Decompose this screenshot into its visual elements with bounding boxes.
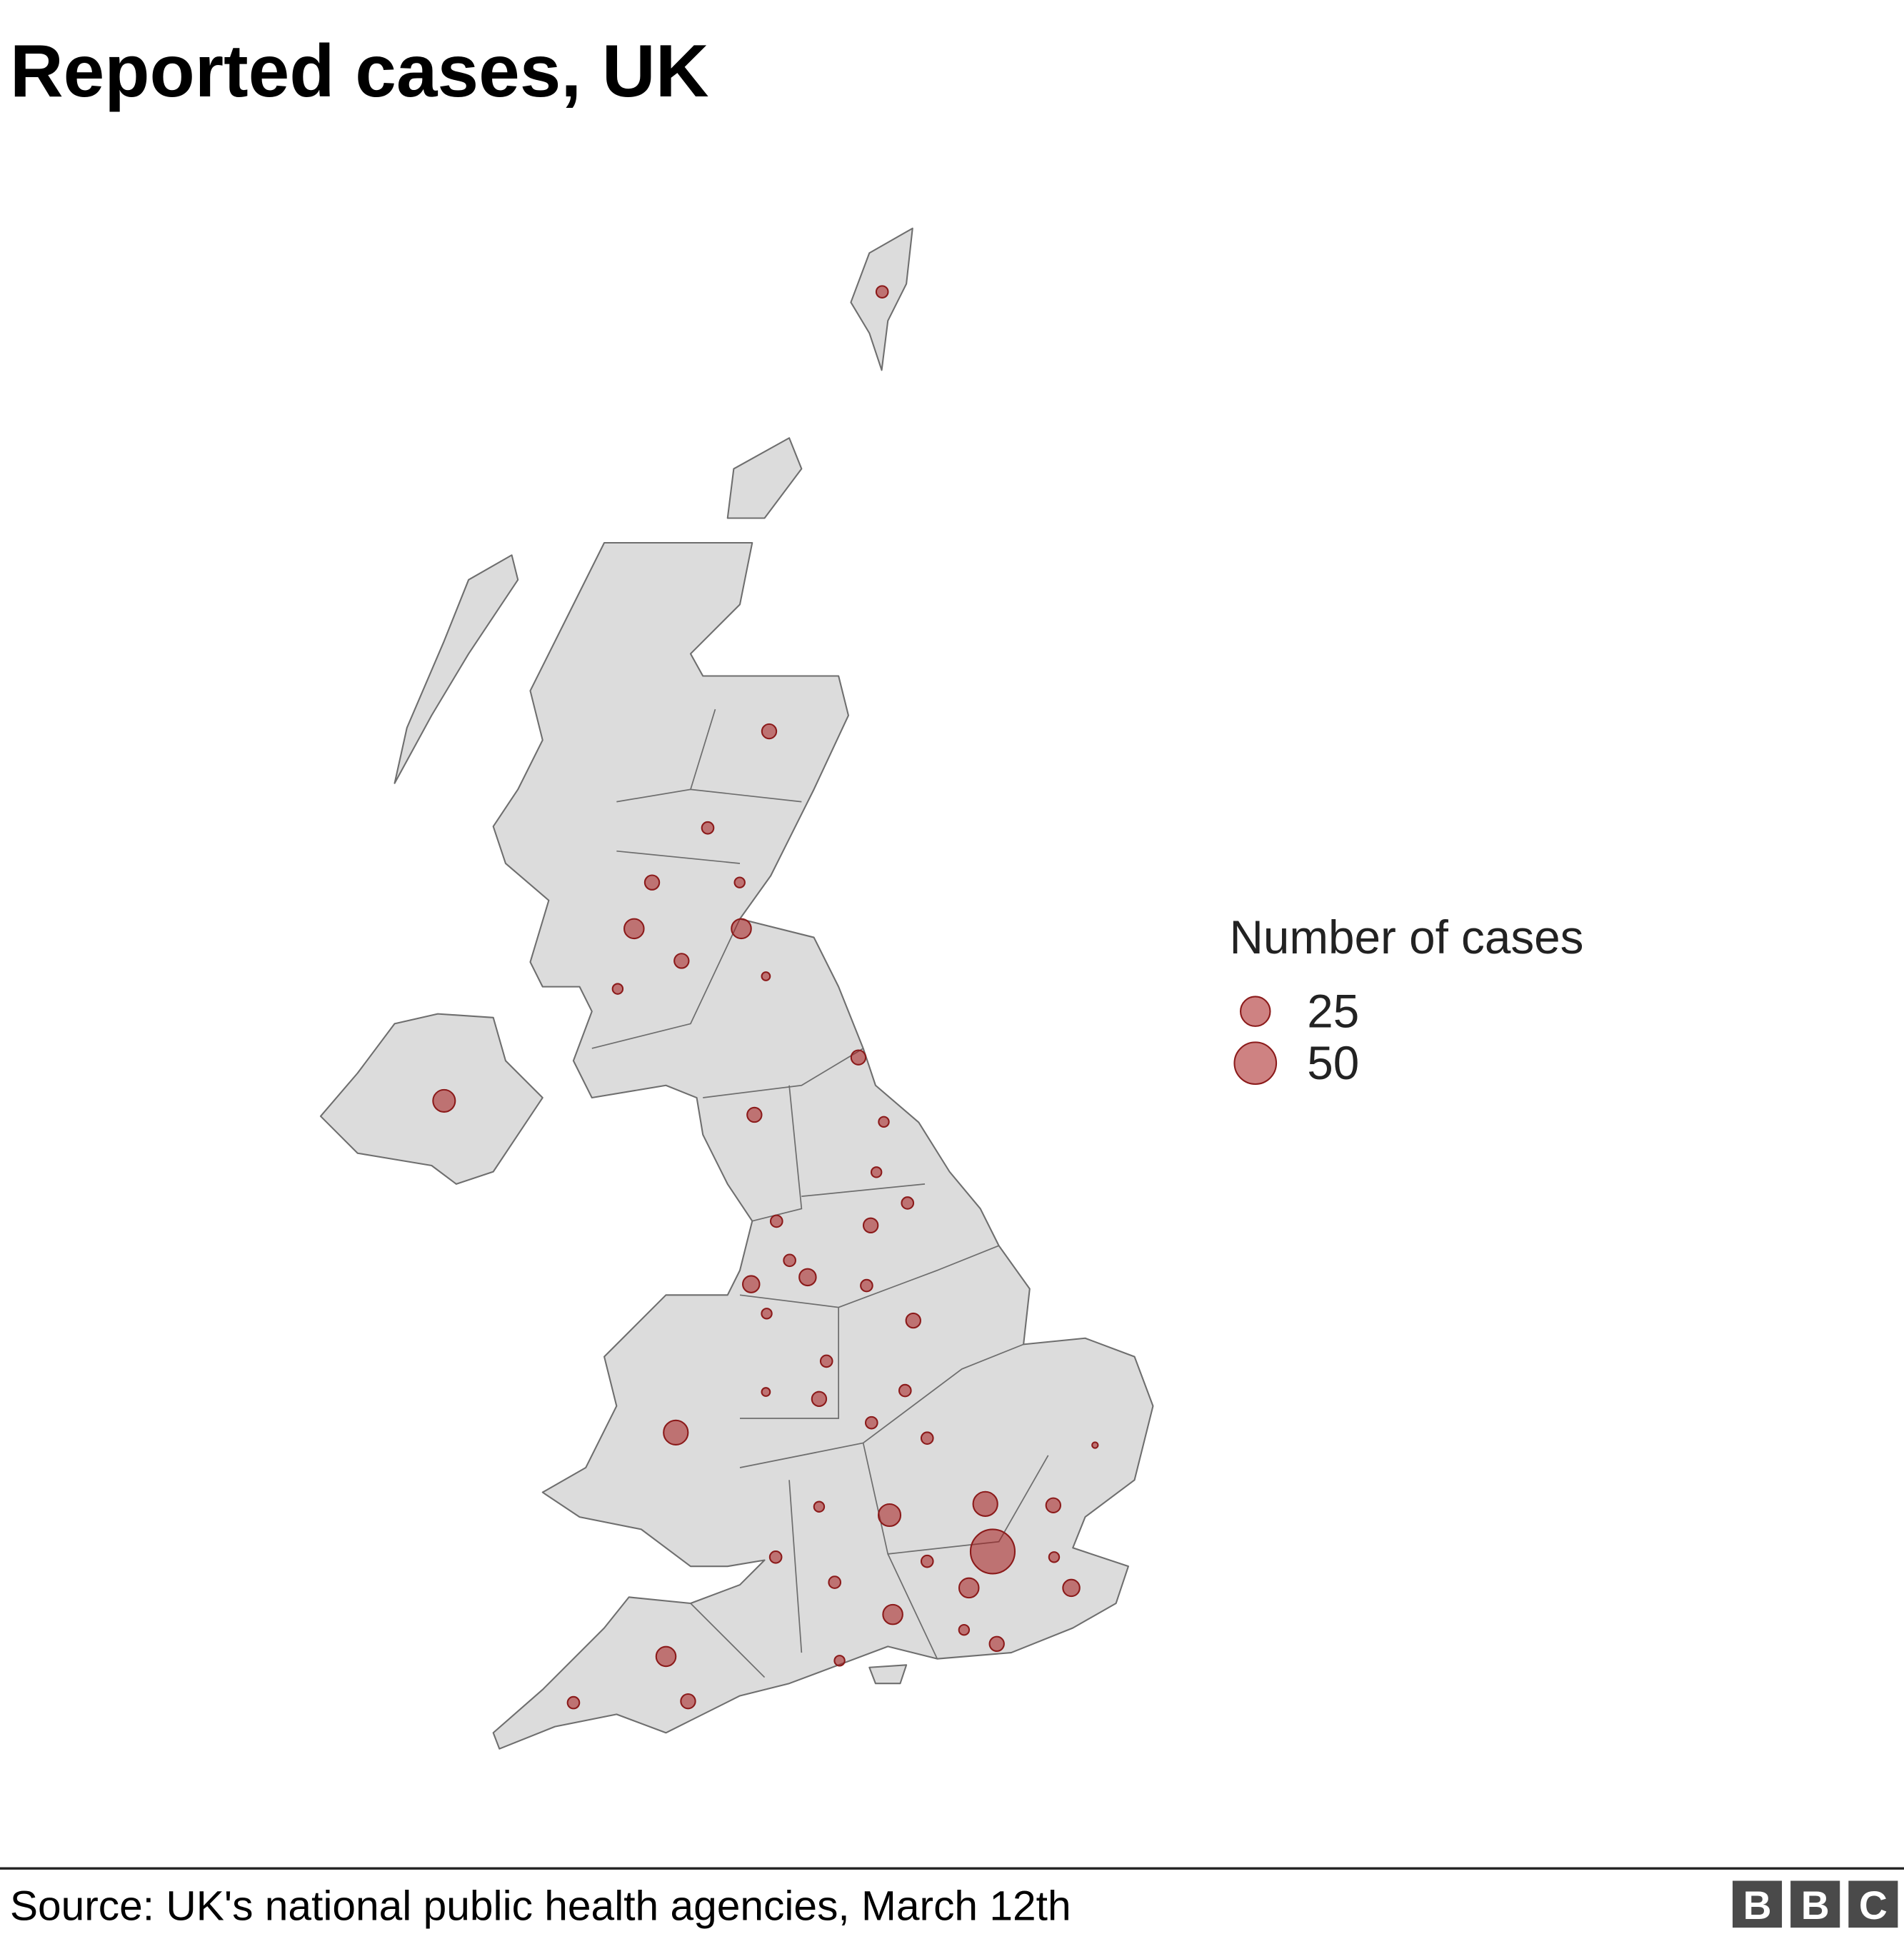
case-bubble <box>811 1391 828 1408</box>
case-bubble <box>898 1383 912 1398</box>
logo-letter: C <box>1859 1883 1888 1928</box>
case-bubble <box>1048 1551 1061 1563</box>
case-bubble <box>958 1577 980 1599</box>
case-bubble <box>769 1214 783 1228</box>
case-bubble <box>701 821 715 835</box>
outer-hebrides <box>394 554 519 784</box>
case-bubble <box>731 918 752 940</box>
case-bubble <box>1062 1578 1081 1598</box>
case-bubble <box>1045 1497 1062 1513</box>
northern-ireland <box>319 1013 543 1185</box>
case-bubble <box>870 1166 883 1178</box>
case-bubble <box>850 1049 867 1066</box>
case-bubble <box>783 1253 796 1268</box>
orkney <box>726 437 803 519</box>
case-bubble <box>972 1490 998 1517</box>
case-bubble <box>673 953 690 969</box>
logo-letter: B <box>1801 1883 1830 1928</box>
case-bubble <box>878 1116 890 1128</box>
legend-title: Number of cases <box>1230 911 1584 963</box>
source: Source: UK's national public health agen… <box>10 1883 1071 1930</box>
case-bubble <box>566 1695 581 1710</box>
case-bubble <box>742 1275 761 1293</box>
case-bubble <box>920 1431 934 1446</box>
case-bubble <box>860 1278 873 1293</box>
legend-label: 50 <box>1307 1037 1359 1089</box>
case-bubble <box>862 1217 879 1234</box>
title: Reported cases, UK <box>10 29 709 112</box>
region-borders <box>591 708 1049 1678</box>
case-bubble <box>746 1106 763 1123</box>
case-bubble <box>813 1500 826 1513</box>
case-bubble <box>655 1645 677 1668</box>
case-bubble <box>864 1416 878 1430</box>
case-bubble <box>611 983 624 995</box>
legend-label: 25 <box>1307 986 1359 1038</box>
logo-box <box>1732 1880 1783 1928</box>
case-bubble <box>969 1528 1016 1575</box>
shetland <box>850 227 913 371</box>
uk-map <box>319 227 1154 1750</box>
case-bubble <box>828 1575 842 1589</box>
logo-letter: B <box>1743 1883 1772 1928</box>
case-bubble <box>663 1419 689 1446</box>
logo-box <box>1848 1880 1898 1928</box>
case-bubble <box>432 1088 456 1113</box>
legend-bubble <box>1240 996 1271 1027</box>
case-bubble <box>761 971 771 981</box>
case-bubble <box>958 1623 971 1636</box>
case-bubble <box>988 1635 1005 1652</box>
case-bubble <box>733 876 746 888</box>
case-bubble <box>877 1503 902 1528</box>
logo-box <box>1790 1880 1840 1928</box>
case-bubble <box>901 1196 915 1210</box>
case-bubble <box>833 1655 846 1667</box>
case-bubble <box>623 918 645 940</box>
case-bubble <box>680 1693 696 1710</box>
case-bubble <box>798 1268 817 1287</box>
case-bubble <box>875 285 889 299</box>
case-bubble <box>761 1308 773 1320</box>
isle-of-wight <box>868 1664 908 1685</box>
bubble-layer <box>432 285 1099 1710</box>
case-bubble <box>761 723 778 740</box>
case-bubble <box>1091 1441 1099 1449</box>
case-bubble <box>905 1312 921 1329</box>
case-bubble <box>761 1387 771 1397</box>
case-bubble <box>819 1354 833 1368</box>
case-bubble <box>643 874 661 891</box>
case-bubble <box>882 1603 903 1625</box>
case-bubble <box>920 1554 934 1568</box>
legend-bubble <box>1233 1041 1278 1086</box>
case-bubble <box>768 1550 783 1564</box>
